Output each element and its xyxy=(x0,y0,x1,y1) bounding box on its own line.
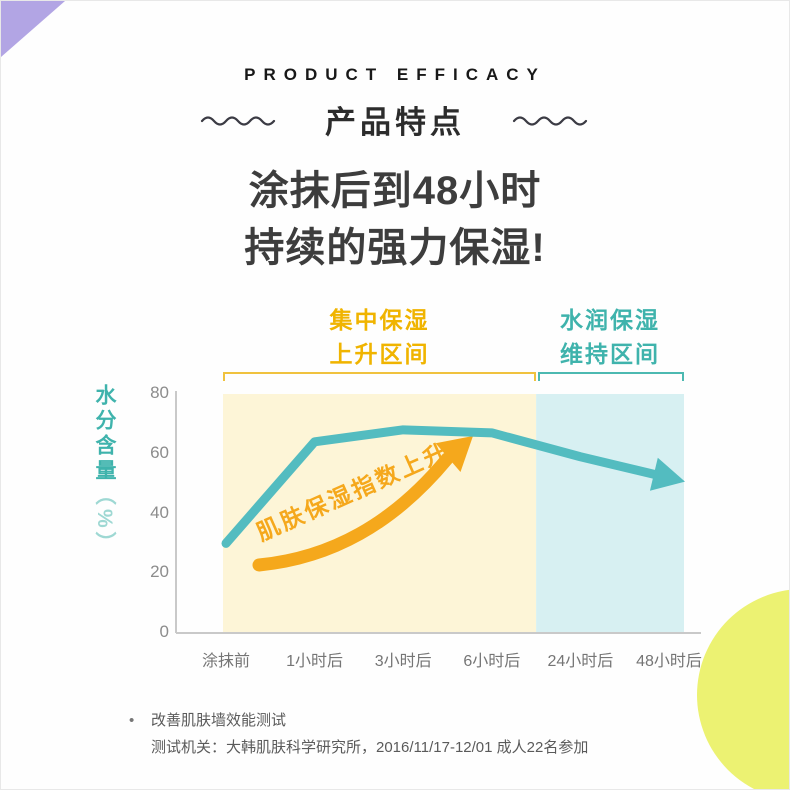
y-axis-title-text: 水分含量 xyxy=(93,384,116,484)
trend-arrow-head xyxy=(435,436,473,472)
footnote-line-2: 测试机关：大韩肌肤科学研究所，2016/11/17-12/01 成人22名参加 xyxy=(151,739,589,756)
y-axis-ticks: 80 60 40 20 0 xyxy=(129,1,169,789)
footnote: • 改善肌肤墙效能测试 测试机关：大韩肌肤科学研究所，2016/11/17-12… xyxy=(129,707,588,761)
line-arrow-head xyxy=(649,457,685,491)
headline: 涂抹后到48小时 持续的强力保湿! xyxy=(1,163,789,277)
section-title-cn: 产品特点 xyxy=(325,105,465,140)
x-tick-label: 涂抹前 xyxy=(201,653,250,670)
y-axis-title: 水分含量（%） xyxy=(89,384,119,557)
moisture-line xyxy=(221,425,659,548)
x-tick-label: 6小时后 xyxy=(463,653,521,670)
footnote-line-1: • 改善肌肤墙效能测试 xyxy=(129,707,588,734)
region-bracket-maintain xyxy=(538,372,684,381)
region-bracket-rising xyxy=(223,372,536,381)
region-label-maintain: 水润保湿 维持区间 xyxy=(536,303,684,371)
y-tick-label: 80 xyxy=(150,383,169,402)
x-tick-label: 48小时后 xyxy=(636,653,702,670)
x-tick-label: 24小时后 xyxy=(547,653,614,670)
wave-line-icon xyxy=(512,115,588,126)
corner-triangle-decoration xyxy=(1,1,65,57)
region-label-maintain-line2: 维持区间 xyxy=(560,341,660,367)
bullet-icon: • xyxy=(129,712,135,729)
x-tick-label: 1小时后 xyxy=(286,653,344,670)
headline-line-1: 涂抹后到48小时 xyxy=(248,169,542,213)
section-title-en: PRODUCT EFFICACY xyxy=(244,65,546,84)
y-tick-label: 0 xyxy=(159,622,169,641)
region-label-rising: 集中保湿 上升区间 xyxy=(223,303,536,371)
footnote-text-1: 改善肌肤墙效能测试 xyxy=(151,712,287,729)
section-title-row: 产品特点 xyxy=(1,97,789,142)
region-label-rising-line2: 上升区间 xyxy=(329,341,430,367)
y-axis-title-unit: （%） xyxy=(93,484,116,557)
trend-arrow-shaft xyxy=(252,452,454,572)
y-tick-label: 40 xyxy=(150,502,169,522)
region-label-maintain-line1: 水润保湿 xyxy=(560,307,660,333)
x-tick-label: 3小时后 xyxy=(374,653,432,670)
chart-region xyxy=(536,394,684,633)
wave-line-icon xyxy=(200,115,276,126)
headline-line-2: 持续的强力保湿! xyxy=(244,226,546,270)
region-label-rising-line1: 集中保湿 xyxy=(329,307,430,333)
y-tick-label: 60 xyxy=(150,442,169,462)
y-tick-label: 20 xyxy=(150,562,169,582)
